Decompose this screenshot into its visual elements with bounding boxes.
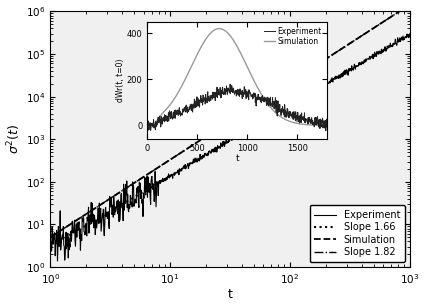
- Slope 1.66: [48, 245, 53, 249]
- Slope 1.66: [70, 232, 75, 235]
- Simulation: [257, 100, 262, 104]
- Slope 1.82: [277, 87, 282, 91]
- Simulation: [407, 3, 412, 6]
- Experiment: [277, 111, 282, 114]
- Slope 1.66: [407, 33, 412, 37]
- Experiment: [55, 259, 60, 263]
- Experiment: [407, 32, 412, 36]
- Legend: Experiment, Slope 1.66, Simulation, Slope 1.82: Experiment, Slope 1.66, Simulation, Slop…: [309, 205, 405, 262]
- Y-axis label: $\sigma^2(t)$: $\sigma^2(t)$: [6, 124, 23, 154]
- Slope 1.82: [320, 59, 326, 63]
- Slope 1.66: [257, 122, 262, 125]
- Experiment: [266, 117, 272, 121]
- X-axis label: t: t: [227, 289, 232, 301]
- Simulation: [277, 87, 282, 91]
- Slope 1.82: [48, 235, 53, 239]
- Line: Slope 1.66: Slope 1.66: [50, 35, 410, 247]
- Experiment: [321, 84, 326, 88]
- Line: Slope 1.82: Slope 1.82: [50, 5, 410, 237]
- Slope 1.82: [266, 94, 271, 98]
- Simulation: [320, 59, 326, 63]
- Slope 1.66: [266, 116, 271, 120]
- Slope 1.66: [357, 62, 363, 66]
- Experiment: [70, 231, 75, 235]
- Simulation: [70, 221, 75, 225]
- Slope 1.82: [70, 221, 75, 225]
- Simulation: [357, 35, 363, 39]
- Line: Simulation: Simulation: [50, 5, 410, 237]
- Slope 1.82: [357, 35, 363, 39]
- Slope 1.66: [277, 110, 282, 113]
- Experiment: [358, 62, 363, 66]
- Line: Experiment: Experiment: [50, 34, 410, 261]
- Slope 1.82: [407, 3, 412, 6]
- Experiment: [48, 247, 53, 251]
- Slope 1.66: [320, 84, 326, 88]
- Experiment: [257, 121, 262, 125]
- Simulation: [48, 235, 53, 239]
- Simulation: [266, 94, 271, 98]
- Slope 1.82: [257, 100, 262, 104]
